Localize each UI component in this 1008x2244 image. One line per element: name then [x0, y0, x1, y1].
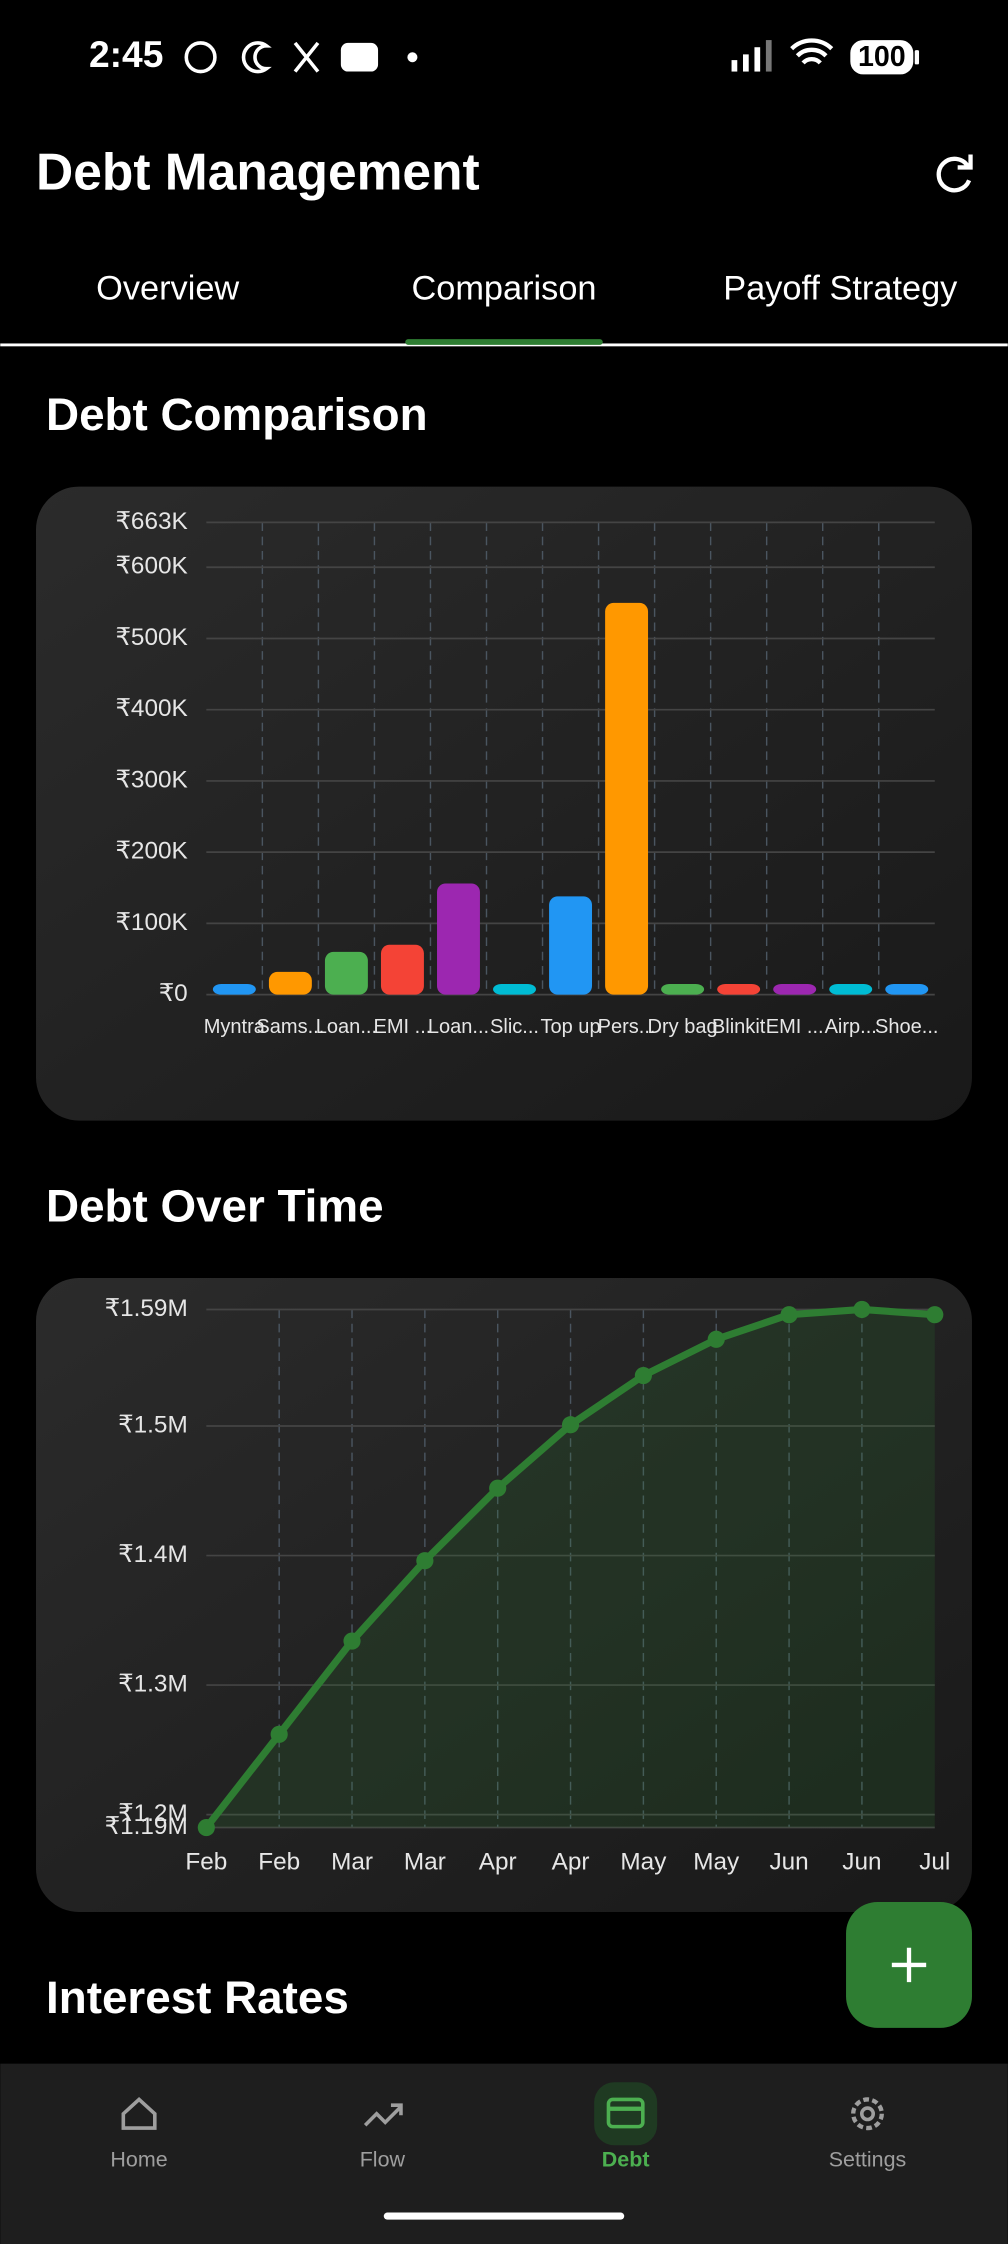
bar	[268, 971, 312, 995]
bar	[717, 983, 761, 995]
x-tick-label: May	[693, 1849, 740, 1876]
signal-icon	[731, 40, 772, 72]
bar	[829, 983, 873, 995]
point	[197, 1818, 215, 1837]
point	[416, 1552, 434, 1570]
bar	[437, 883, 480, 995]
x-tick-label: Feb	[258, 1849, 300, 1876]
x-tick-label: Apr	[479, 1849, 517, 1876]
x-tick-label: EMI ...	[374, 1016, 432, 1038]
bar	[661, 983, 705, 995]
bar	[380, 944, 424, 995]
battery-level: 100	[858, 41, 906, 73]
nav-item[interactable]: Settings	[829, 2148, 907, 2172]
x-tick-label: Loan...	[316, 1016, 377, 1038]
y-tick-label: ₹1.4M	[118, 1541, 188, 1568]
x-tick-label: Blinkit	[712, 1016, 766, 1038]
tab[interactable]: Overview	[96, 270, 239, 308]
x-tick-label: Mar	[331, 1849, 373, 1876]
x-tick-label: Jul	[919, 1849, 950, 1876]
status-dot	[407, 52, 418, 63]
y-tick-label: ₹1.5M	[118, 1411, 188, 1438]
point	[270, 1725, 288, 1743]
settings-icon-hub	[859, 2106, 876, 2122]
section-title: Interest Rates	[46, 1972, 349, 2023]
app-title: Debt Management	[36, 143, 480, 201]
chart-card	[36, 486, 972, 1121]
y-tick-label: ₹100K	[115, 909, 187, 936]
y-tick-label: ₹300K	[115, 766, 187, 793]
flow-icon	[363, 2103, 403, 2127]
area	[206, 1309, 935, 1828]
x-tick-label: Airp...	[825, 1016, 877, 1038]
x-tick-label: EMI ...	[766, 1016, 824, 1038]
wifi-icon	[790, 38, 834, 65]
x-tick-label: Pers...	[598, 1016, 656, 1038]
home-indicator	[383, 2212, 625, 2220]
point	[853, 1300, 871, 1319]
y-tick-label: ₹663K	[115, 508, 187, 535]
debt-icon	[606, 2097, 645, 2129]
y-tick-label: ₹200K	[115, 838, 187, 865]
x-tick-label: Slic...	[490, 1016, 539, 1038]
section-title: Debt Comparison	[46, 389, 428, 440]
x-tick-label: Feb	[185, 1849, 227, 1876]
x-tick-label: Jun	[842, 1849, 881, 1876]
point	[707, 1330, 725, 1348]
y-tick-label: ₹1.19M	[105, 1813, 188, 1840]
settings-icon	[851, 2097, 884, 2131]
bar	[493, 983, 536, 995]
nav-item[interactable]: Home	[110, 2148, 167, 2172]
nav-active-pill	[594, 2082, 658, 2146]
point	[561, 1416, 580, 1434]
point	[489, 1479, 507, 1497]
x-tick-label: Shoe...	[875, 1016, 938, 1038]
tab[interactable]: Payoff Strategy	[723, 270, 958, 308]
battery-tip	[914, 50, 920, 65]
section-title: Debt Over Time	[46, 1180, 384, 1231]
status-icons	[184, 41, 379, 74]
add-icon	[891, 1947, 927, 1983]
x-tick-label: May	[620, 1849, 667, 1876]
nav-item-active[interactable]: Debt	[602, 2148, 650, 2172]
line-chart: ₹1.19M₹1.2M ₹1.3M ₹1.4M ₹1.5M ₹1.59M Feb Feb Ma…	[105, 1295, 951, 1876]
bar	[773, 983, 817, 995]
y-tick-label: ₹500K	[115, 624, 187, 651]
bar	[885, 983, 929, 995]
bar	[605, 602, 649, 995]
x-tick-label: Sams...	[256, 1016, 324, 1038]
x-tick-label: Apr	[552, 1849, 590, 1876]
status-time: 2:45	[89, 33, 163, 75]
x-tick-label: Myntra	[204, 1016, 266, 1038]
bar	[212, 983, 256, 995]
y-tick-label: ₹600K	[115, 553, 187, 580]
x-tick-label: Mar	[404, 1849, 446, 1876]
home-icon	[121, 2097, 157, 2130]
nav-item[interactable]: Flow	[360, 2148, 406, 2172]
point	[780, 1306, 798, 1324]
y-tick-label: ₹1.3M	[118, 1670, 188, 1697]
x-tick-label: Dry bag	[648, 1016, 718, 1038]
bar-chart: ₹0 ₹100K ₹200K ₹300K ₹400K ₹500K ₹600K ₹663K Myn…	[115, 508, 938, 1038]
tab-indicator	[405, 339, 603, 345]
point	[343, 1632, 361, 1650]
bar	[549, 896, 593, 995]
chart-card	[36, 1277, 972, 1912]
bar	[324, 951, 368, 995]
debt-icon-stripe	[608, 2106, 643, 2111]
battery-icon	[850, 40, 914, 75]
refresh-button[interactable]	[936, 154, 973, 193]
x-tick-label: Loan...	[428, 1016, 489, 1038]
y-tick-label: ₹1.2M	[118, 1800, 188, 1827]
y-tick-label: ₹400K	[115, 695, 187, 722]
y-tick-label: ₹0	[159, 980, 188, 1007]
y-tick-label: ₹1.59M	[105, 1295, 188, 1322]
x-tick-label: Jun	[769, 1849, 808, 1876]
tab-active[interactable]: Comparison	[411, 270, 596, 308]
point	[634, 1366, 652, 1385]
point	[926, 1306, 944, 1324]
x-tick-label: Top up	[540, 1016, 600, 1038]
